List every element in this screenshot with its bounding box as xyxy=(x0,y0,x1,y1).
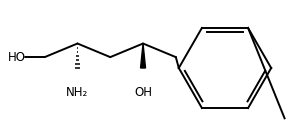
Text: NH₂: NH₂ xyxy=(66,86,89,99)
Text: OH: OH xyxy=(134,86,152,99)
Polygon shape xyxy=(141,44,145,68)
Text: HO: HO xyxy=(7,51,25,64)
